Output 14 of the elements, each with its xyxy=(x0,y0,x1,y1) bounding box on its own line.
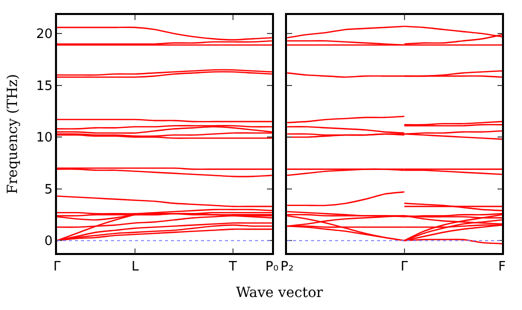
x-tick-label: T xyxy=(228,259,237,274)
y-tick-label: 10 xyxy=(36,130,53,146)
x-tick-label: Γ xyxy=(53,259,62,274)
x-axis-title: Wave vector xyxy=(236,285,324,301)
y-tick-label: 15 xyxy=(36,78,53,94)
y-axis-title: Frequency (THz) xyxy=(5,74,22,194)
y-tick-label: 0 xyxy=(44,234,53,250)
x-tick-label: F xyxy=(498,259,506,274)
y-tick-label: 5 xyxy=(44,182,53,198)
x-tick-label: P₂ xyxy=(280,259,294,274)
x-tick-label: P₀ xyxy=(265,259,278,274)
x-tick-label: L xyxy=(132,259,140,274)
x-tick-label: Γ xyxy=(400,259,409,274)
y-tick-label: 20 xyxy=(36,27,53,42)
